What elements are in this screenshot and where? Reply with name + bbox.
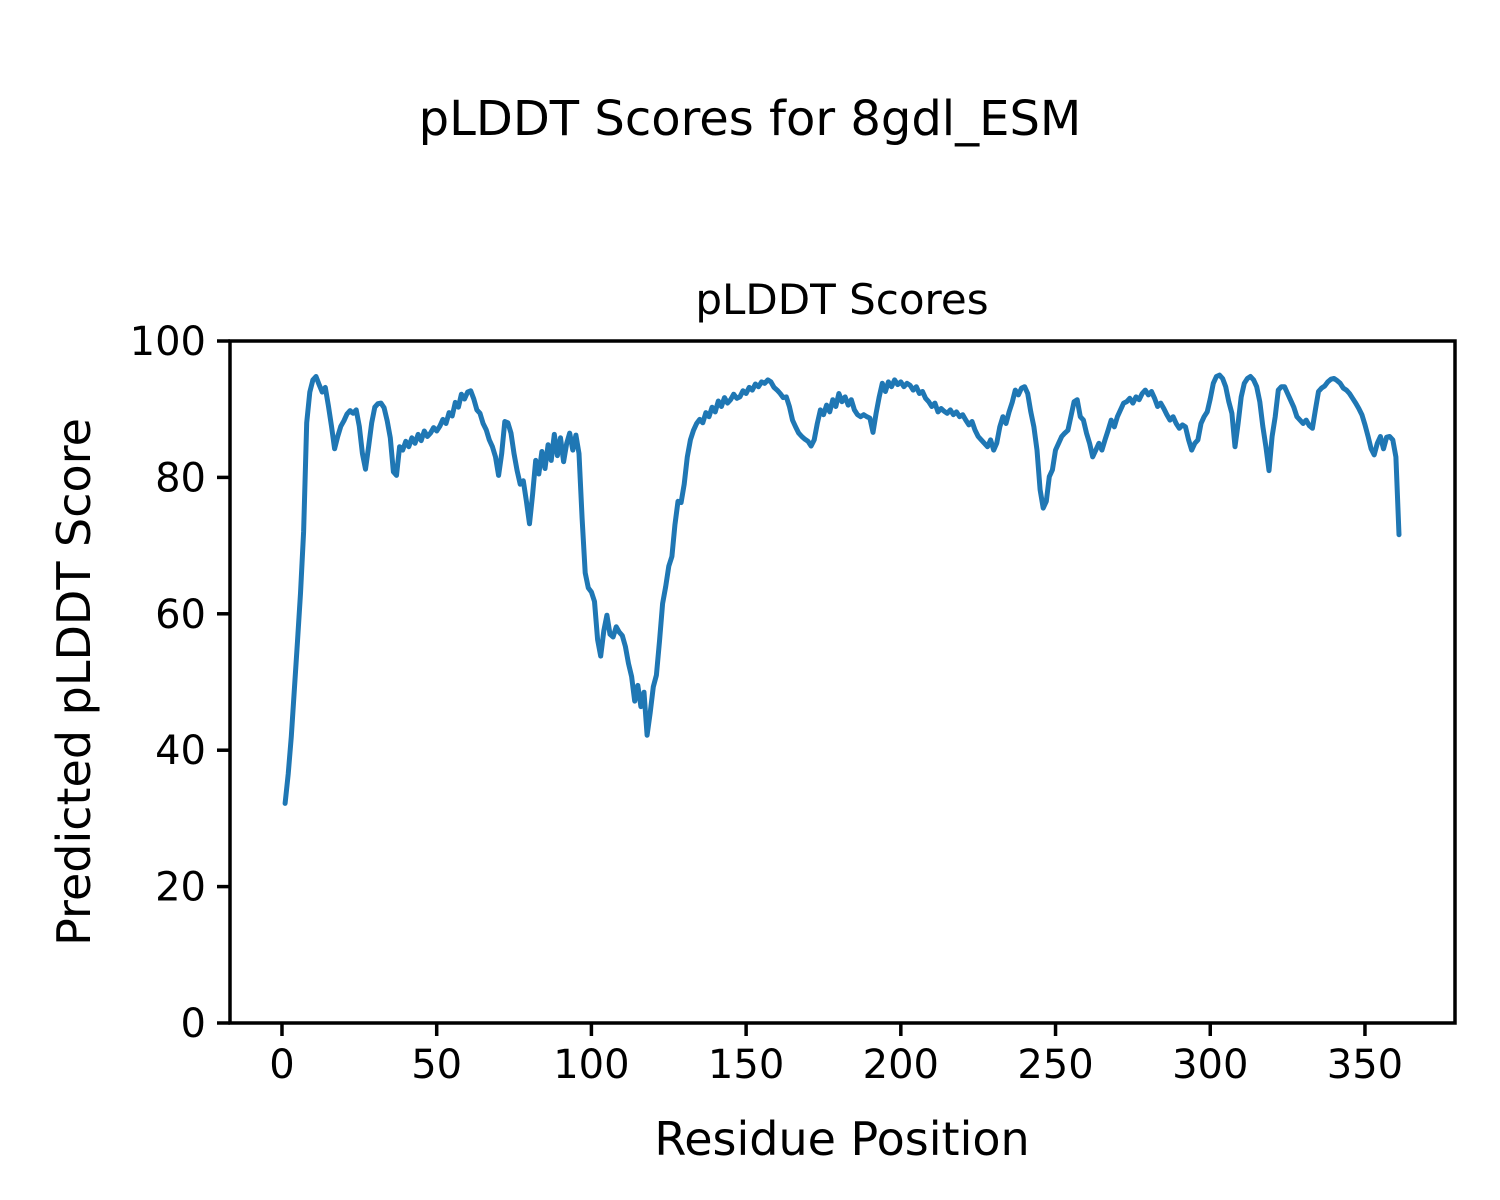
x-axis-label: Residue Position bbox=[654, 1112, 1029, 1166]
y-tick-label: 0 bbox=[181, 1001, 206, 1047]
y-axis-label: Predicted pLDDT Score bbox=[47, 418, 101, 946]
axes-title: pLDDT Scores bbox=[695, 275, 988, 324]
y-tick-label: 80 bbox=[155, 455, 206, 501]
x-tick-label: 200 bbox=[863, 1042, 939, 1088]
y-tick-label: 100 bbox=[130, 319, 206, 365]
figure-title: pLDDT Scores for 8gdl_ESM bbox=[419, 91, 1082, 147]
x-tick-label: 0 bbox=[269, 1042, 294, 1088]
data-line bbox=[282, 372, 1402, 806]
x-tick-label: 50 bbox=[411, 1042, 462, 1088]
y-tick-label: 60 bbox=[155, 592, 206, 638]
axes-spines bbox=[228, 339, 1457, 1025]
plot-area: 0 50 100 150 200 250 300 350 0 20 40 60 80 100 bbox=[130, 319, 1457, 1088]
x-tick-label: 350 bbox=[1327, 1042, 1403, 1088]
x-tick-label: 300 bbox=[1172, 1042, 1248, 1088]
y-tick-label: 20 bbox=[155, 865, 206, 911]
x-tick-label: 100 bbox=[553, 1042, 629, 1088]
x-tick-label: 250 bbox=[1017, 1042, 1093, 1088]
y-tick-label: 40 bbox=[155, 728, 206, 774]
x-tick-label: 150 bbox=[708, 1042, 784, 1088]
